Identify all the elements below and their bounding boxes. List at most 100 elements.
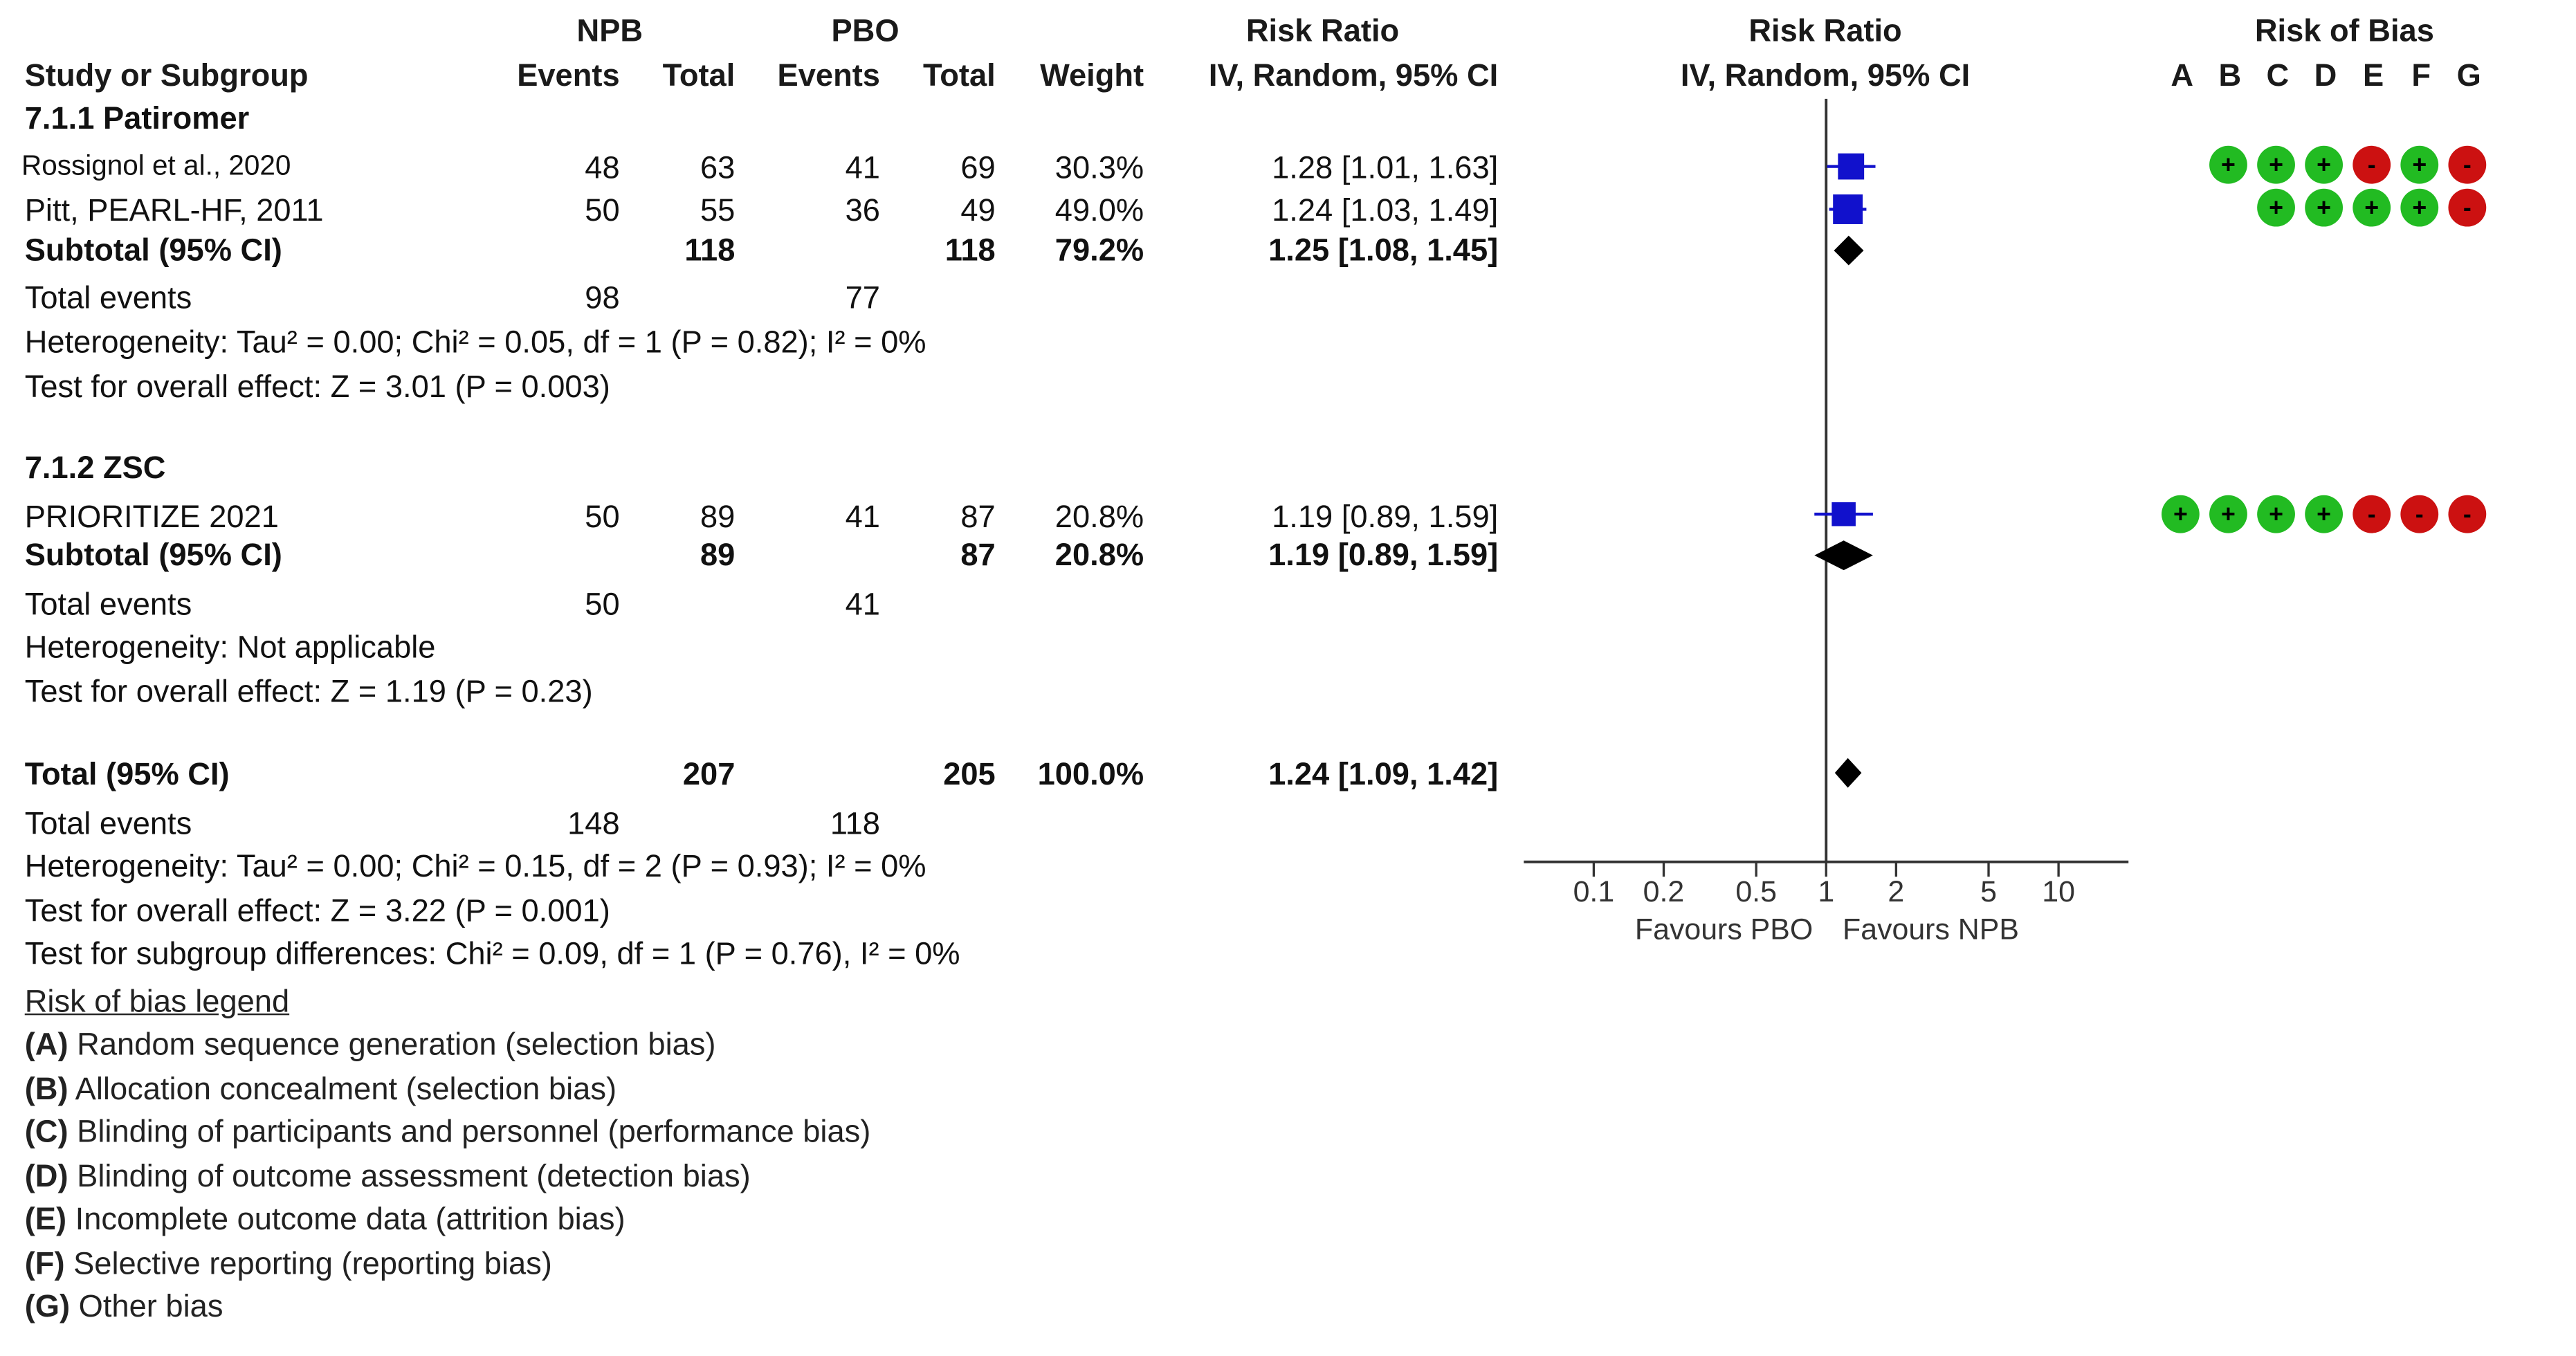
subtotal-total1: 89 [700,538,736,574]
heterogeneity-text: Heterogeneity: Tau² = 0.00; Chi² = 0.15,… [24,850,926,886]
legend-key: (C) [24,1115,68,1151]
legend-item-g: (G) Other bias [25,1290,223,1326]
overall-effect-text: Test for overall effect: Z = 1.19 (P = 0… [24,675,593,711]
legend-text: Blinding of participants and personnel (… [68,1115,871,1151]
risk-symbol: - [2463,500,2472,528]
low-risk-icon [2400,145,2439,184]
study-events2: 41 [845,152,880,187]
x-tick-label: 0.1 [1573,875,1615,908]
total-events-label: Total events [24,807,192,843]
risk-symbol: + [2269,500,2283,528]
risk-symbol: - [2463,151,2472,178]
legend-key: (F) [24,1247,65,1283]
high-risk-icon [2448,145,2487,184]
risk-symbol: + [2317,151,2331,178]
events1-header: Events [517,59,620,94]
study-total1: 55 [700,194,736,230]
summary-diamond [1834,235,1864,266]
risk-symbol: - [2368,500,2376,528]
low-risk-icon [2305,495,2344,533]
risk-symbol: + [2317,194,2331,221]
group2-header: PBO [831,15,899,50]
legend-text: Random sequence generation (selection bi… [68,1028,716,1063]
x-tick-label: 0.5 [1735,875,1777,908]
legend-item-c: (C) Blinding of participants and personn… [25,1116,871,1152]
total-events-label: Total events [24,282,192,317]
study-ci: 1.24 [1.03, 1.49] [1272,194,1499,230]
total1-header: Total [662,59,736,94]
legend-text: Selective reporting (reporting bias) [64,1247,552,1283]
study-events2: 41 [845,501,880,536]
subtotal-weight: 79.2% [1054,234,1144,269]
legend-key: (B) [24,1072,68,1108]
subtotal-weight: 20.8% [1054,538,1144,574]
high-risk-icon [2400,495,2439,533]
legend-key: (G) [24,1290,71,1326]
high-risk-icon [2353,145,2391,184]
events2-header: Events [777,59,880,94]
low-risk-icon [2257,188,2295,227]
study-column-header: Study or Subgroup [24,59,309,94]
x-tick-label: 5 [1980,875,1997,908]
subgroup-title: 7.1.1 Patiromer [24,102,250,137]
subtotal-ci: 1.19 [0.89, 1.59] [1268,538,1499,574]
legend-text: Incomplete outcome data (attrition bias) [66,1202,625,1238]
total2-header: Total [922,59,996,94]
total-total1: 207 [682,758,736,793]
total-events1: 98 [585,282,620,317]
total-events2: 77 [845,282,880,317]
study-total2: 87 [960,501,996,536]
bias-letter-b: B [2218,59,2242,94]
subtotal-ci: 1.25 [1.08, 1.45] [1268,234,1499,269]
low-risk-icon [2209,145,2247,184]
total-ci: 1.24 [1.09, 1.42] [1268,758,1499,793]
study-total2: 69 [960,152,996,187]
risk-ratio-plot-header: Risk Ratio [1748,15,1902,50]
low-risk-icon [2400,188,2439,227]
overall-effect-text: Test for overall effect: Z = 3.22 (P = 0… [24,895,610,930]
legend-key: (A) [24,1028,68,1063]
x-tick-label: 1 [1818,875,1834,908]
favours-right-label: Favours NPB [1843,913,2019,946]
subtotal-total2: 87 [960,538,996,574]
bias-letter-c: C [2266,59,2290,94]
risk-symbol: + [2412,151,2427,178]
method-header: IV, Random, 95% CI [1208,59,1499,94]
study-weight: 49.0% [1054,194,1144,230]
total-events2: 118 [830,807,880,843]
study-total2: 49 [960,194,996,230]
total-events-label: Total events [24,588,192,623]
risk-of-bias-header: Risk of Bias [2254,15,2434,50]
legend-item-e: (E) Incomplete outcome data (attrition b… [25,1203,625,1239]
risk-symbol: + [2221,151,2236,178]
subtotal-total2: 118 [944,234,996,269]
total-events2: 41 [845,588,880,623]
bias-letter-a: A [2171,59,2194,94]
risk-symbol: - [2463,194,2472,221]
study-square [1838,153,1865,180]
high-risk-icon [2448,495,2487,533]
study-ci: 1.28 [1.01, 1.63] [1272,152,1499,187]
study-total1: 63 [700,152,736,187]
low-risk-icon [2353,188,2391,227]
legend-key: (D) [24,1160,68,1195]
favours-left-label: Favours PBO [1635,913,1813,946]
low-risk-icon [2305,188,2344,227]
heterogeneity-text: Heterogeneity: Tau² = 0.00; Chi² = 0.05,… [24,326,926,361]
bias-letter-d: D [2314,59,2337,94]
risk-symbol: + [2412,194,2427,221]
low-risk-icon [2257,145,2295,184]
risk-symbol: + [2317,500,2331,528]
method-plot-header: IV, Random, 95% CI [1680,59,1971,94]
subtotal-total1: 118 [684,234,736,269]
bias-letter-f: F [2411,59,2431,94]
study-events1: 50 [585,194,620,230]
legend-text: Blinding of outcome assessment (detectio… [68,1160,751,1195]
study-name: Rossignol et al., 2020 [21,149,291,182]
summary-diamond [1814,540,1873,571]
risk-symbol: - [2368,151,2376,178]
high-risk-icon [2353,495,2391,533]
study-name: PRIORITIZE 2021 [24,501,279,536]
